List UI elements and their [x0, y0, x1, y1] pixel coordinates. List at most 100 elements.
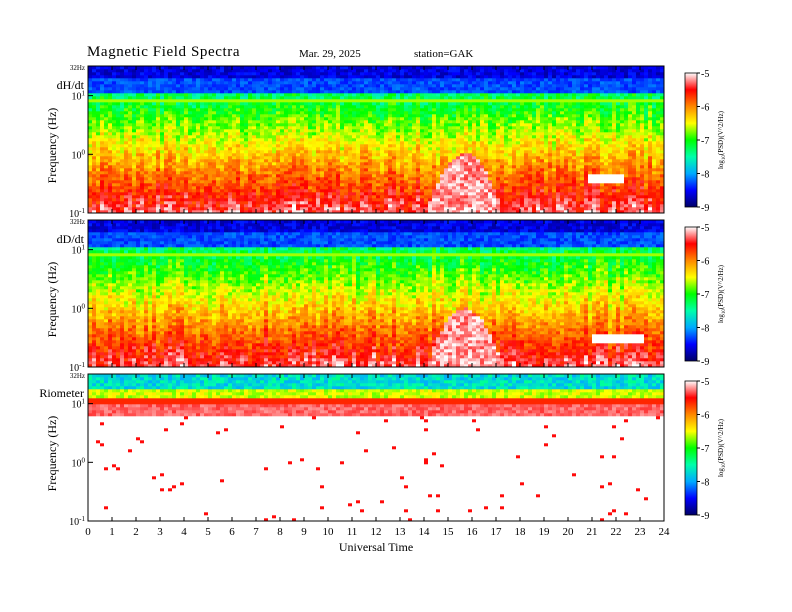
heatmap-cell — [168, 201, 173, 205]
heatmap-cell — [360, 198, 365, 202]
heatmap-cell — [372, 144, 377, 148]
heatmap-cell — [460, 105, 465, 109]
heatmap-cell — [260, 111, 265, 115]
heatmap-cell — [480, 189, 485, 193]
heatmap-cell — [128, 72, 133, 76]
heatmap-cell — [284, 69, 289, 73]
heatmap-cell — [248, 69, 253, 73]
heatmap-cell — [280, 210, 285, 214]
heatmap-cell — [404, 117, 409, 121]
heatmap-cell — [376, 135, 381, 139]
heatmap-cell — [304, 87, 309, 91]
heatmap-cell — [384, 138, 389, 142]
heatmap-cell — [244, 69, 249, 73]
heatmap-cell — [432, 147, 437, 151]
heatmap-cell — [240, 186, 245, 190]
heatmap-cell — [416, 87, 421, 91]
heatmap-cell — [456, 171, 461, 175]
heatmap-cell — [96, 180, 101, 184]
heatmap-cell — [100, 168, 105, 172]
heatmap-cell — [476, 168, 481, 172]
heatmap-cell — [492, 180, 497, 184]
heatmap-cell — [224, 126, 229, 130]
heatmap-cell — [352, 153, 357, 157]
heatmap-cell — [128, 132, 133, 136]
heatmap-cell — [124, 126, 129, 130]
heatmap-cell — [272, 90, 277, 94]
heatmap-cell — [260, 198, 265, 202]
heatmap-cell — [272, 204, 277, 208]
heatmap-cell — [412, 102, 417, 106]
heatmap-cell — [168, 192, 173, 196]
heatmap-cell — [92, 198, 97, 202]
heatmap-cell — [244, 132, 249, 136]
heatmap-cell — [324, 177, 329, 181]
heatmap-cell — [248, 111, 253, 115]
heatmap-cell — [420, 111, 425, 115]
heatmap-cell — [440, 138, 445, 142]
heatmap-cell — [308, 81, 313, 85]
heatmap-cell — [332, 177, 337, 181]
heatmap-cell — [136, 192, 141, 196]
heatmap-cell — [468, 114, 473, 118]
heatmap-cell — [372, 210, 377, 214]
heatmap-cell — [204, 144, 209, 148]
heatmap-cell — [180, 207, 185, 211]
heatmap-cell — [224, 177, 229, 181]
heatmap-cell — [104, 93, 109, 97]
heatmap-cell — [412, 159, 417, 163]
heatmap-cell — [152, 150, 157, 154]
heatmap-cell — [464, 105, 469, 109]
heatmap-cell — [344, 174, 349, 178]
heatmap-cell — [360, 120, 365, 124]
heatmap-cell — [344, 120, 349, 124]
heatmap-cell — [340, 90, 345, 94]
heatmap-cell — [116, 126, 121, 130]
heatmap-cell — [272, 138, 277, 142]
heatmap-cell — [248, 144, 253, 148]
heatmap-cell — [472, 126, 477, 130]
heatmap-cell — [340, 93, 345, 97]
heatmap-cell — [300, 135, 305, 139]
heatmap-cell — [212, 102, 217, 106]
heatmap-cell — [448, 195, 453, 199]
heatmap-cell — [124, 135, 129, 139]
heatmap-cell — [444, 72, 449, 76]
heatmap-cell — [212, 138, 217, 142]
heatmap-cell — [124, 165, 129, 169]
heatmap-cell — [428, 141, 433, 145]
heatmap-cell — [348, 153, 353, 157]
heatmap-cell — [316, 141, 321, 145]
heatmap-cell — [328, 198, 333, 202]
heatmap-cell — [332, 114, 337, 118]
heatmap-cell — [104, 144, 109, 148]
heatmap-cell — [312, 198, 317, 202]
heatmap-cell — [180, 84, 185, 88]
heatmap-cell — [228, 84, 233, 88]
heatmap-cell — [92, 105, 97, 109]
heatmap-cell — [440, 129, 445, 133]
heatmap-cell — [124, 189, 129, 193]
heatmap-cell — [296, 111, 301, 115]
heatmap-cell — [172, 138, 177, 142]
heatmap-cell — [388, 186, 393, 190]
heatmap-cell — [360, 168, 365, 172]
heatmap-cell — [304, 201, 309, 205]
heatmap-cell — [116, 171, 121, 175]
heatmap-cell — [428, 78, 433, 82]
heatmap-cell — [432, 204, 437, 208]
heatmap-cell — [284, 126, 289, 130]
heatmap-cell — [208, 135, 213, 139]
heatmap-cell — [400, 168, 405, 172]
heatmap-cell — [152, 102, 157, 106]
heatmap-cell — [100, 102, 105, 106]
heatmap-cell — [460, 108, 465, 112]
heatmap-cell — [460, 75, 465, 79]
heatmap-cell — [88, 99, 93, 103]
heatmap-cell — [116, 165, 121, 169]
heatmap-cell — [120, 96, 125, 100]
heatmap-cell — [404, 126, 409, 130]
heatmap-cell — [380, 78, 385, 82]
heatmap-cell — [488, 90, 493, 94]
heatmap-cell — [116, 123, 121, 127]
